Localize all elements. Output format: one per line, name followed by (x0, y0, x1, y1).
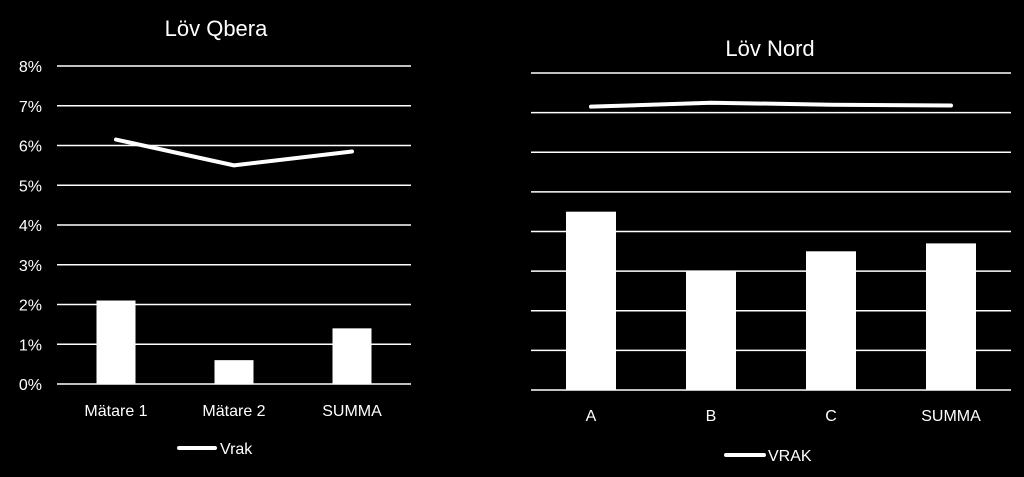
legend-label: Vrak (220, 441, 253, 458)
y-tick-label: 2% (19, 298, 42, 315)
y-tick-label: 1% (19, 337, 42, 354)
bar (332, 328, 372, 384)
category-label: Mätare 2 (202, 403, 265, 420)
y-tick-label: 5% (19, 178, 42, 195)
chart-lov-nord: Löv Nord A B C SUMMA VRAK (531, 36, 1011, 465)
chart-title: Löv Qbera (165, 16, 268, 41)
series-line (114, 137, 354, 168)
y-tick-label: 6% (19, 139, 42, 156)
y-tick-label: 4% (19, 218, 42, 235)
y-tick-label: 8% (19, 59, 42, 76)
category-label: C (825, 408, 837, 425)
bar (566, 211, 616, 390)
series-line (589, 100, 953, 109)
category-label: SUMMA (322, 403, 382, 420)
chart-lov-qbera: Löv Qbera 0% 1% 2% 3% 4% 5% 6% 7% 8% Mätare 1 Mätar… (19, 16, 411, 458)
legend-label: VRAK (768, 448, 812, 465)
bar (926, 243, 976, 390)
category-label: SUMMA (921, 408, 981, 425)
y-tick-label: 0% (19, 377, 42, 394)
bar (96, 300, 136, 384)
chart-title: Löv Nord (725, 36, 814, 61)
bar (214, 360, 254, 384)
y-tick-label: 3% (19, 258, 42, 275)
y-tick-label: 7% (19, 99, 42, 116)
category-label: Mätare 1 (84, 403, 147, 420)
bar (806, 251, 856, 390)
bar (686, 271, 736, 390)
category-label: A (586, 408, 597, 425)
category-label: B (706, 408, 717, 425)
